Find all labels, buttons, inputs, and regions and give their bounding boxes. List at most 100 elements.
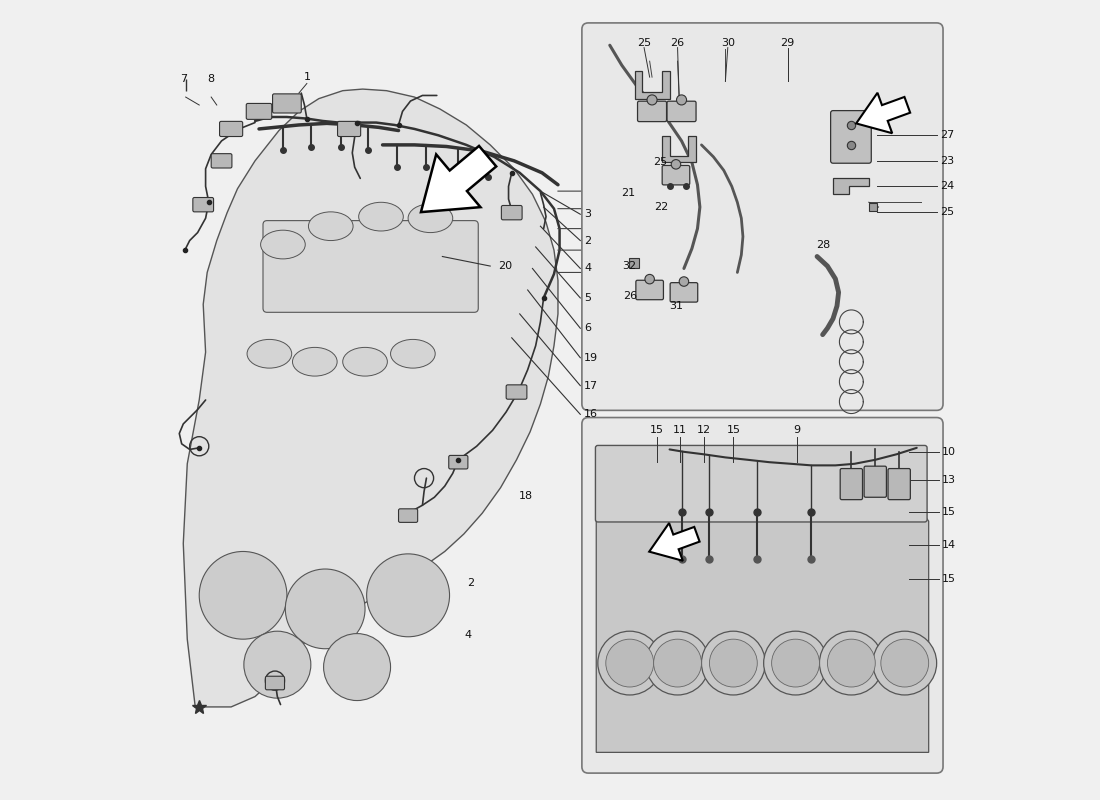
FancyBboxPatch shape xyxy=(398,509,418,522)
Text: 14: 14 xyxy=(943,540,956,550)
FancyBboxPatch shape xyxy=(582,23,943,410)
Polygon shape xyxy=(596,510,928,752)
Circle shape xyxy=(710,639,757,687)
Text: 29: 29 xyxy=(780,38,794,48)
Ellipse shape xyxy=(308,212,353,241)
Text: 12: 12 xyxy=(696,426,711,435)
Text: 22: 22 xyxy=(654,202,669,212)
FancyBboxPatch shape xyxy=(192,198,213,212)
Circle shape xyxy=(771,639,820,687)
Text: 21: 21 xyxy=(621,188,635,198)
FancyBboxPatch shape xyxy=(220,122,243,137)
FancyBboxPatch shape xyxy=(265,676,285,690)
FancyBboxPatch shape xyxy=(638,102,667,122)
Text: 26: 26 xyxy=(671,38,684,48)
Polygon shape xyxy=(833,178,869,194)
FancyBboxPatch shape xyxy=(667,102,696,122)
Text: 15: 15 xyxy=(943,574,956,584)
Text: 16: 16 xyxy=(584,410,598,419)
FancyBboxPatch shape xyxy=(263,221,478,312)
Circle shape xyxy=(702,631,766,695)
Polygon shape xyxy=(635,70,670,98)
Text: 31: 31 xyxy=(669,301,683,311)
Text: 4: 4 xyxy=(584,263,592,274)
Text: 2: 2 xyxy=(584,235,592,246)
FancyBboxPatch shape xyxy=(636,280,663,300)
Text: OTORIDES: OTORIDES xyxy=(231,408,518,456)
Polygon shape xyxy=(662,135,696,162)
Circle shape xyxy=(873,631,937,695)
Ellipse shape xyxy=(261,230,306,259)
Text: 18: 18 xyxy=(519,490,534,501)
Circle shape xyxy=(366,554,450,637)
Circle shape xyxy=(763,631,827,695)
Circle shape xyxy=(323,634,390,701)
FancyBboxPatch shape xyxy=(246,103,272,119)
Polygon shape xyxy=(649,523,700,561)
Circle shape xyxy=(597,631,661,695)
Text: 6: 6 xyxy=(584,323,592,334)
Text: 13: 13 xyxy=(943,474,956,485)
Circle shape xyxy=(679,277,689,286)
FancyBboxPatch shape xyxy=(840,469,862,500)
Text: 28: 28 xyxy=(816,239,831,250)
Circle shape xyxy=(244,631,311,698)
Ellipse shape xyxy=(359,202,404,231)
Text: 32: 32 xyxy=(623,261,637,271)
FancyBboxPatch shape xyxy=(211,154,232,168)
Polygon shape xyxy=(184,89,558,707)
Ellipse shape xyxy=(248,339,292,368)
Text: 30: 30 xyxy=(720,38,735,48)
Text: 9: 9 xyxy=(793,426,801,435)
Text: 25: 25 xyxy=(637,38,651,48)
Ellipse shape xyxy=(408,204,453,233)
FancyBboxPatch shape xyxy=(865,466,887,498)
Circle shape xyxy=(820,631,883,695)
Text: 15: 15 xyxy=(650,426,663,435)
Circle shape xyxy=(653,639,702,687)
Text: 4: 4 xyxy=(464,630,472,640)
Text: 2: 2 xyxy=(466,578,474,588)
Text: 8: 8 xyxy=(208,74,214,84)
Circle shape xyxy=(606,639,653,687)
Circle shape xyxy=(285,569,365,649)
FancyBboxPatch shape xyxy=(662,166,690,185)
FancyBboxPatch shape xyxy=(449,455,468,469)
Circle shape xyxy=(671,159,681,169)
Text: 15: 15 xyxy=(943,506,956,517)
Text: 17: 17 xyxy=(584,381,598,390)
Circle shape xyxy=(199,551,287,639)
Text: 11: 11 xyxy=(673,426,686,435)
Text: 7: 7 xyxy=(179,74,187,84)
FancyBboxPatch shape xyxy=(582,418,943,773)
Text: 24: 24 xyxy=(939,182,954,191)
Circle shape xyxy=(646,631,710,695)
Text: 25: 25 xyxy=(939,207,954,217)
Circle shape xyxy=(676,95,686,105)
Polygon shape xyxy=(856,93,910,134)
Text: 23: 23 xyxy=(939,156,954,166)
Text: 15: 15 xyxy=(726,426,740,435)
Text: 26: 26 xyxy=(623,291,637,302)
Circle shape xyxy=(827,639,876,687)
Ellipse shape xyxy=(390,339,436,368)
Text: 10: 10 xyxy=(943,447,956,457)
FancyBboxPatch shape xyxy=(273,94,301,113)
FancyBboxPatch shape xyxy=(595,446,927,522)
Text: 3: 3 xyxy=(584,210,592,219)
Circle shape xyxy=(647,95,657,105)
Circle shape xyxy=(881,639,928,687)
Polygon shape xyxy=(421,146,496,212)
Circle shape xyxy=(645,274,654,284)
Text: 19: 19 xyxy=(584,353,598,362)
FancyBboxPatch shape xyxy=(670,282,697,302)
Text: 5: 5 xyxy=(584,293,592,303)
Ellipse shape xyxy=(343,347,387,376)
FancyBboxPatch shape xyxy=(502,206,522,220)
Ellipse shape xyxy=(293,347,337,376)
Text: 27: 27 xyxy=(939,130,954,140)
FancyBboxPatch shape xyxy=(338,122,361,137)
Text: 1: 1 xyxy=(304,72,310,82)
FancyBboxPatch shape xyxy=(830,110,871,163)
Text: 25: 25 xyxy=(653,158,667,167)
